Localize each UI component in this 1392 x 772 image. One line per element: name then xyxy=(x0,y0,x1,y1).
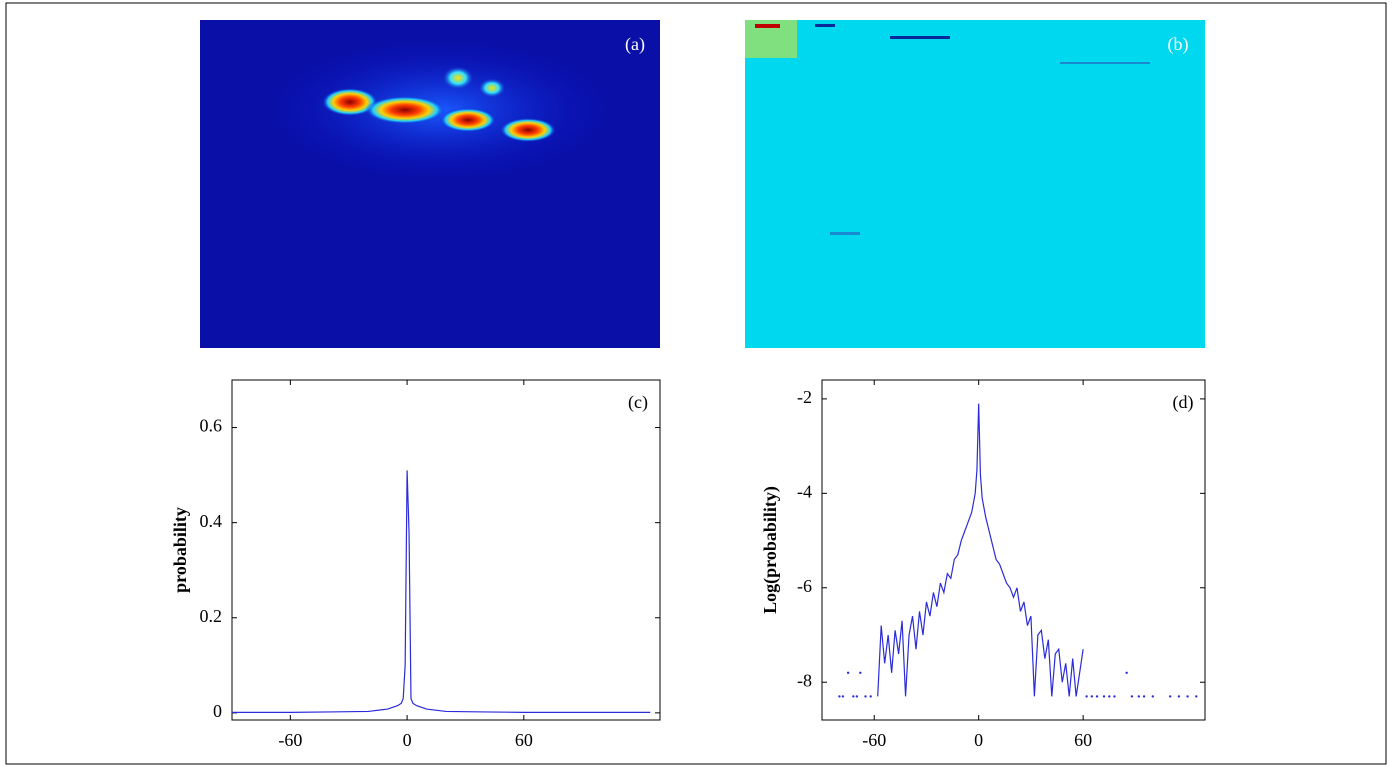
data-point xyxy=(838,695,841,698)
panel-a: (a) xyxy=(200,20,660,348)
heatmap-region xyxy=(890,36,950,39)
x-tick-label: 0 xyxy=(403,730,412,750)
data-point xyxy=(1095,695,1099,698)
data-point xyxy=(1195,695,1198,698)
data-line xyxy=(877,403,1084,697)
data-point xyxy=(855,695,859,698)
panel-b: (b) xyxy=(745,20,1205,348)
y-tick-label: 0.4 xyxy=(200,511,223,531)
y-tick-label: -2 xyxy=(797,387,812,407)
y-axis-label: probability xyxy=(170,507,190,593)
data-point xyxy=(841,695,845,698)
heatmap-region xyxy=(500,118,556,142)
panel-label: (a) xyxy=(625,34,645,55)
heatmap-background xyxy=(745,20,1205,348)
data-point xyxy=(859,671,862,674)
y-tick-label: 0.2 xyxy=(200,606,223,626)
data-line xyxy=(232,470,651,713)
x-tick-label: 60 xyxy=(515,730,533,750)
data-point xyxy=(1113,695,1116,698)
plot-frame xyxy=(821,379,1206,721)
y-axis-label: Log(probability) xyxy=(760,486,781,614)
heatmap-region xyxy=(1060,62,1150,64)
y-tick-label: -4 xyxy=(797,481,812,501)
panel-label: (d) xyxy=(1173,392,1194,413)
data-point xyxy=(1108,695,1111,698)
heatmap-region xyxy=(815,24,835,27)
heatmap-region xyxy=(365,96,445,124)
heatmap-region xyxy=(442,66,474,90)
data-point xyxy=(1090,695,1094,698)
plot-frame xyxy=(231,379,661,721)
panel-label: (c) xyxy=(628,392,648,413)
y-tick-label: -6 xyxy=(797,576,812,596)
x-tick-label: -60 xyxy=(278,730,302,750)
y-tick-label: -8 xyxy=(797,670,812,690)
data-point xyxy=(869,695,872,698)
data-point xyxy=(1177,695,1181,698)
data-point xyxy=(1137,695,1141,698)
x-tick-label: 0 xyxy=(974,730,983,750)
x-tick-label: -60 xyxy=(862,730,886,750)
data-point xyxy=(864,695,867,698)
data-point xyxy=(852,695,855,698)
heatmap-region xyxy=(755,24,780,28)
data-point xyxy=(1085,695,1088,698)
data-point xyxy=(1186,695,1189,698)
page-border xyxy=(5,2,1387,765)
heatmap-region xyxy=(322,88,378,116)
data-point xyxy=(1102,695,1106,698)
y-tick-label: 0 xyxy=(213,701,222,721)
y-tick-label: 0.6 xyxy=(200,416,223,436)
heatmap-region xyxy=(440,108,496,132)
x-tick-label: 60 xyxy=(1074,730,1092,750)
data-point xyxy=(1151,695,1154,698)
data-point xyxy=(1142,695,1146,698)
data-point xyxy=(1125,671,1128,674)
panel-label: (b) xyxy=(1168,34,1189,55)
data-point xyxy=(1168,695,1172,698)
heatmap-region xyxy=(478,78,506,98)
heatmap-region xyxy=(830,232,860,235)
data-point xyxy=(1130,695,1134,698)
data-point xyxy=(846,671,850,674)
